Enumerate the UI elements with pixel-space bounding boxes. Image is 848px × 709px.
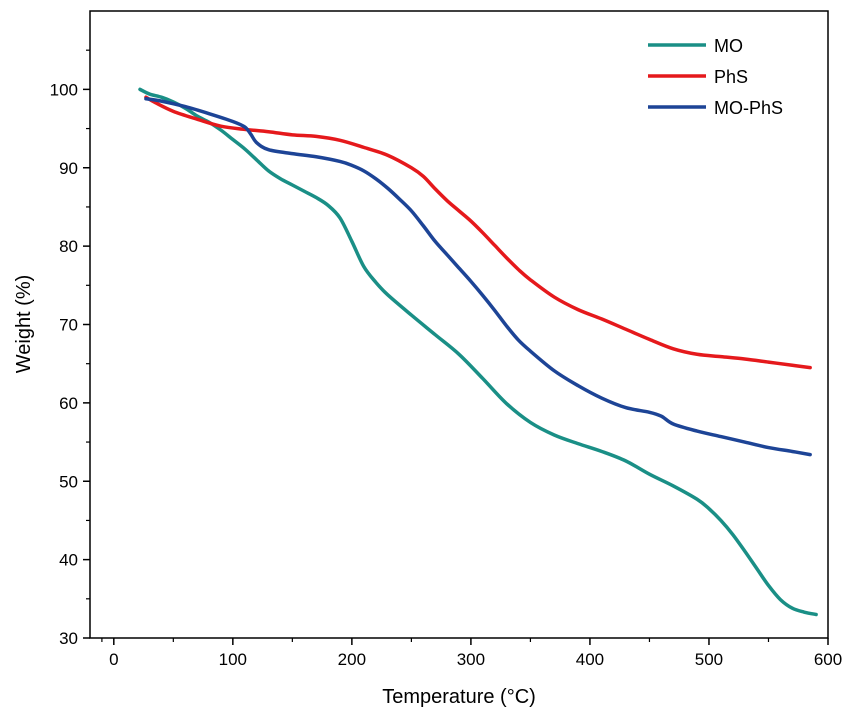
legend-label: PhS — [714, 67, 748, 87]
x-tick-label: 300 — [457, 650, 485, 669]
y-tick-label: 30 — [59, 629, 78, 648]
y-tick-label: 40 — [59, 551, 78, 570]
series-line-mo — [138, 87, 818, 617]
x-axis-title: Temperature (°C) — [382, 686, 536, 708]
x-tick-label: 500 — [695, 650, 723, 669]
y-tick-label: 60 — [59, 394, 78, 413]
y-tick-label: 90 — [59, 159, 78, 178]
x-tick-label: 100 — [219, 650, 247, 669]
y-tick-label: 100 — [50, 80, 78, 99]
series-line-mo-phs — [144, 97, 812, 457]
y-axis-title: Weight (%) — [13, 275, 35, 374]
x-tick-label: 600 — [814, 650, 842, 669]
y-tick-label: 80 — [59, 237, 78, 256]
y-tick-label: 50 — [59, 472, 78, 491]
legend-label: MO-PhS — [714, 98, 783, 118]
legend-label: MO — [714, 36, 743, 56]
legend: MO PhS MO-PhS — [648, 36, 783, 118]
y-tick-label: 70 — [59, 316, 78, 335]
axis-ticks: 0 100 200 300 400 500 600 30 40 50 60 70 80 90 100 — [50, 49, 842, 669]
x-tick-label: 200 — [338, 650, 366, 669]
series-line-phs — [144, 95, 812, 370]
x-tick-label: 400 — [576, 650, 604, 669]
x-tick-label: 0 — [109, 650, 118, 669]
series-layer — [138, 87, 818, 617]
